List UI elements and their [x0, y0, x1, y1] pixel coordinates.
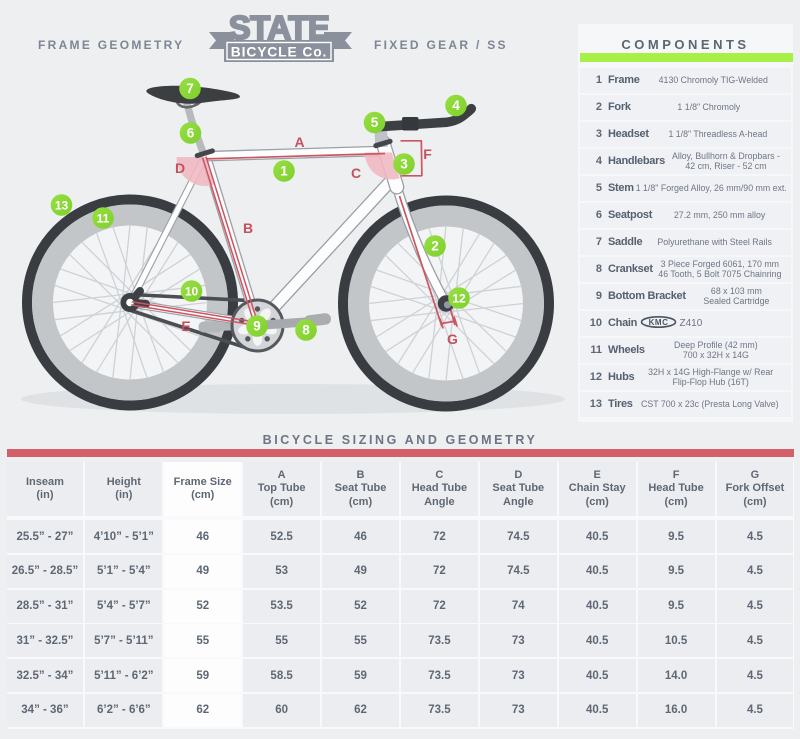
svg-text:C: C — [351, 165, 361, 181]
svg-text:F: F — [423, 146, 432, 162]
svg-text:G: G — [447, 331, 458, 347]
svg-text:KMC: KMC — [649, 318, 669, 327]
svg-text:8: 8 — [302, 323, 310, 338]
svg-text:2: 2 — [431, 239, 439, 254]
svg-text:5: 5 — [371, 115, 379, 130]
svg-text:E: E — [181, 318, 190, 334]
svg-text:BICYCLE Co.: BICYCLE Co. — [231, 45, 328, 60]
svg-text:9: 9 — [253, 319, 261, 334]
svg-text:12: 12 — [452, 292, 466, 306]
svg-text:STATE: STATE — [229, 9, 330, 46]
svg-text:B: B — [243, 220, 253, 236]
svg-text:4: 4 — [452, 98, 460, 113]
svg-text:1: 1 — [280, 164, 288, 179]
svg-text:10: 10 — [185, 285, 199, 299]
svg-text:13: 13 — [55, 199, 69, 213]
svg-text:7: 7 — [186, 81, 194, 96]
svg-text:11: 11 — [97, 212, 110, 226]
svg-text:D: D — [175, 160, 185, 176]
svg-text:A: A — [294, 134, 304, 150]
svg-text:3: 3 — [400, 157, 408, 172]
svg-text:6: 6 — [187, 126, 195, 141]
